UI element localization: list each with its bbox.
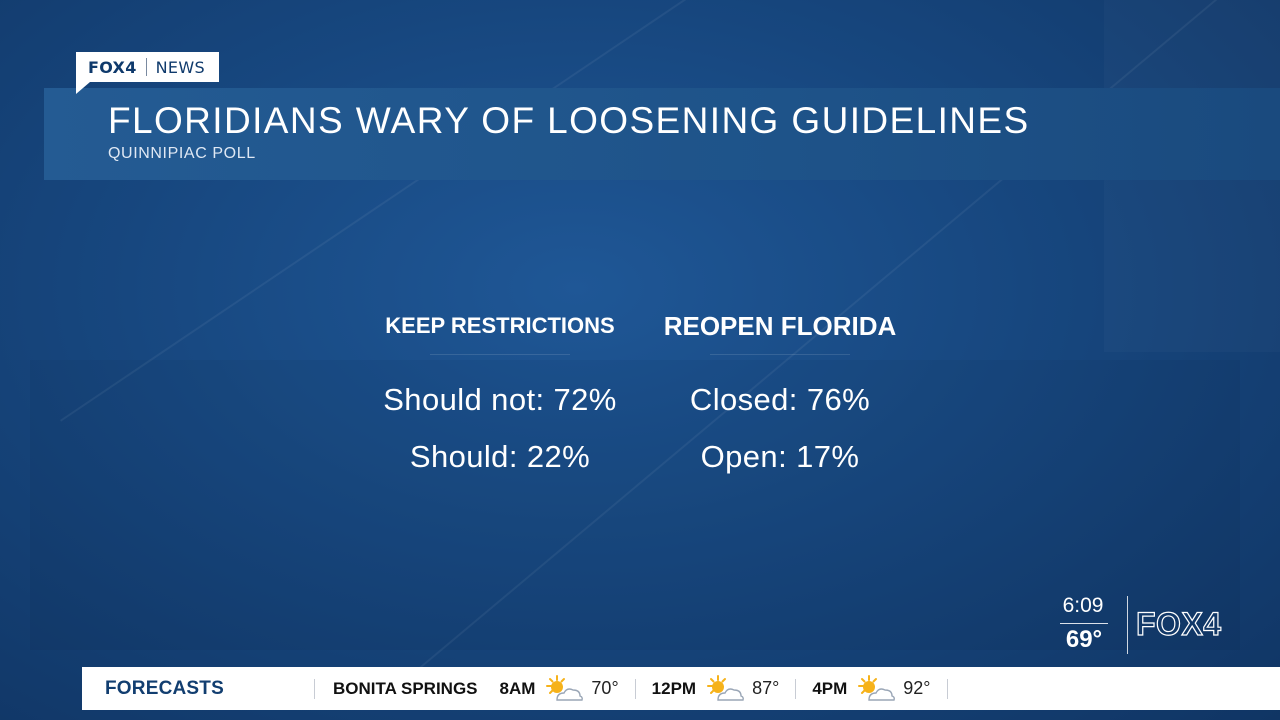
partly-sunny-icon <box>858 674 896 701</box>
ticker-divider <box>795 678 797 699</box>
column-rule <box>430 354 570 355</box>
partly-sunny-icon <box>546 674 584 701</box>
ticker-divider <box>634 678 636 699</box>
headline-subtitle: QUINNIPIAC POLL <box>108 145 256 162</box>
fox4-news-tag: FOX4 NEWS <box>76 52 219 94</box>
current-temperature: 69° <box>1065 626 1103 653</box>
tag-divider <box>145 58 147 76</box>
poll-column-reopen-florida: REOPEN FLORIDA Closed: 76% Open: 17% <box>640 308 920 485</box>
forecast-time: 12PM <box>651 678 697 698</box>
poll-result: Closed: 76% <box>689 382 871 417</box>
ticker-divider <box>946 678 948 699</box>
tag-section: NEWS <box>155 57 205 77</box>
background-panel-lower <box>30 360 1240 650</box>
headline-bar: FLORIDIANS WARY OF LOOSENING GUIDELINES … <box>44 88 1280 180</box>
column-heading: REOPEN FLORIDA <box>663 311 897 341</box>
ticker-label: FORECASTS <box>105 677 224 699</box>
forecast-item: 12PM 87° <box>652 674 813 704</box>
forecast-temperature: 87° <box>752 678 780 698</box>
ticker-divider <box>314 678 315 699</box>
forecast-ticker: FORECASTS BONITA SPRINGS 8AM 70° 12PM <box>82 667 1280 710</box>
forecast-item: 4PM 92° <box>812 674 963 704</box>
fox4-logo: FOX4 <box>1136 605 1222 642</box>
poll-result: Should: 22% <box>409 439 591 474</box>
partly-sunny-icon <box>707 674 745 701</box>
headline-title: FLORIDIANS WARY OF LOOSENING GUIDELINES <box>108 100 1030 141</box>
forecast-temperature: 92° <box>903 678 931 698</box>
forecast-temperature: 70° <box>591 678 619 698</box>
forecast-time: 8AM <box>499 678 536 698</box>
logo-divider <box>1127 596 1128 654</box>
clock-time: 6:09 <box>1062 594 1104 617</box>
forecast-time: 4PM <box>812 678 848 698</box>
poll-result: Should not: 72% <box>383 382 617 417</box>
tag-brand: FOX4 <box>88 57 137 77</box>
poll-column-keep-restrictions: KEEP RESTRICTIONS Should not: 72% Should… <box>360 308 640 485</box>
tag-notch <box>76 82 90 94</box>
forecast-location: BONITA SPRINGS <box>333 678 478 698</box>
clock-divider <box>1060 623 1108 624</box>
column-rule <box>710 354 850 355</box>
poll-result: Open: 17% <box>700 439 860 474</box>
fox4-logo-text: FOX4 <box>1136 606 1222 642</box>
column-heading: KEEP RESTRICTIONS <box>385 313 615 338</box>
forecast-item: 8AM 70° <box>500 674 652 704</box>
